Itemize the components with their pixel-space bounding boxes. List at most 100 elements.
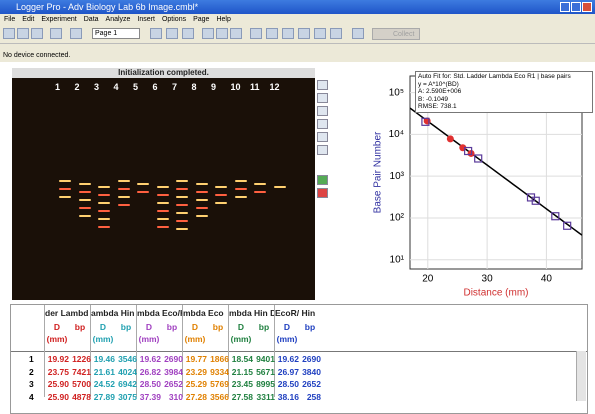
- column-rule: [44, 305, 45, 397]
- unit-header: bp: [74, 322, 86, 332]
- table-cell: 18.54: [231, 354, 253, 364]
- table-cell: 5769: [210, 379, 229, 389]
- table-cell: 24.52: [93, 379, 115, 389]
- table-cell: 258: [306, 391, 321, 402]
- gel-band: [78, 199, 91, 201]
- lane-number: 5: [133, 82, 139, 92]
- menu-item[interactable]: Insert: [137, 16, 155, 23]
- table-cell: 2690: [164, 354, 183, 364]
- menu-item[interactable]: Data: [83, 16, 99, 23]
- lane-number: 9: [211, 82, 217, 92]
- y-axis-label: Base Pair Number: [373, 131, 384, 213]
- annotation-line: RMSE: 738.1: [418, 103, 457, 110]
- annotation-line: B: -0.1049: [418, 95, 448, 103]
- lane-number: 7: [172, 82, 178, 92]
- gel-band: [156, 194, 169, 196]
- annotation-line: A: 2.590E+006: [418, 88, 462, 95]
- gel-band: [98, 218, 110, 220]
- table-cell: 19.77: [185, 354, 207, 364]
- unit-header: D: [99, 322, 107, 332]
- column-rule: [228, 305, 229, 397]
- table-cell: 26.97: [277, 366, 299, 377]
- table-cell: 4878: [72, 391, 91, 402]
- header-rule: [11, 351, 587, 352]
- gel-band: [254, 183, 266, 185]
- table-cell: 25.90: [47, 391, 69, 402]
- fit-line: [410, 107, 582, 236]
- table-cell: 8995: [256, 379, 275, 389]
- gel-band: [215, 194, 227, 196]
- x-axis-label: Distance (mm): [463, 288, 528, 299]
- table-cell: 2652: [164, 379, 183, 389]
- menu-item[interactable]: Help: [216, 16, 231, 23]
- gel-band: [176, 180, 188, 182]
- gel-band: [59, 196, 71, 198]
- unit-header: (mm): [184, 334, 206, 344]
- gel-band: [176, 196, 188, 198]
- gel-band: [117, 188, 130, 190]
- x-tick-label: 40: [541, 274, 553, 285]
- gel-band: [156, 210, 169, 212]
- table-cell: 28.50: [277, 379, 299, 389]
- gel-band: [215, 202, 227, 204]
- column-header: mbda Eco/H: [137, 308, 183, 318]
- unit-header: bp: [258, 322, 270, 332]
- gel-band: [234, 180, 247, 182]
- unit-header: D: [191, 322, 199, 332]
- y-tick-label: 10¹: [390, 254, 405, 265]
- gel-band: [98, 210, 110, 212]
- window-controls[interactable]: [560, 2, 592, 12]
- annotation-line: Auto Fit for: Std. Ladder Lambda Eco R1 …: [418, 73, 571, 80]
- gel-band: [273, 186, 286, 188]
- menu-item[interactable]: File: [4, 16, 16, 23]
- gel-band: [176, 228, 188, 230]
- gel-band: [195, 199, 208, 201]
- table-cell: 19.62: [139, 354, 161, 364]
- unit-header: (mm): [138, 334, 160, 344]
- row-index: 2: [29, 366, 34, 377]
- gel-band: [176, 220, 188, 222]
- gel-band: [176, 212, 188, 214]
- collect-button[interactable]: Collect: [372, 28, 420, 40]
- gel-band: [195, 191, 208, 193]
- menu-item[interactable]: Experiment: [41, 16, 77, 23]
- gel-band: [117, 196, 130, 198]
- row-index: 4: [29, 391, 34, 402]
- x-tick-label: 20: [422, 274, 434, 285]
- gel-band: [59, 180, 71, 182]
- gel-band: [156, 202, 169, 204]
- unit-header: D: [283, 322, 291, 332]
- table-cell: 9401: [256, 354, 275, 364]
- gel-band: [117, 180, 130, 182]
- menu-item[interactable]: Edit: [22, 16, 35, 23]
- gel-band: [117, 204, 130, 206]
- gel-band: [234, 188, 247, 190]
- menu-item[interactable]: Analyze: [105, 16, 131, 23]
- unit-header: bp: [304, 322, 316, 332]
- unit-header: bp: [120, 322, 132, 332]
- gel-band: [176, 188, 188, 190]
- gel-band: [234, 196, 247, 198]
- gel-band: [137, 191, 149, 193]
- y-tick-label: 10³: [390, 171, 405, 182]
- table-cell: 19.62: [277, 354, 299, 364]
- gel-image: [12, 68, 315, 300]
- gel-band: [195, 207, 208, 209]
- lane-number: 8: [191, 82, 197, 92]
- gel-band: [78, 183, 91, 185]
- table-cell: 38.16: [277, 391, 299, 402]
- table-cell: 1226: [72, 354, 91, 364]
- column-header: ambda Hin: [91, 308, 135, 318]
- table-cell: 2652: [302, 379, 321, 389]
- unit-header: (mm): [230, 334, 252, 344]
- data-point: [446, 135, 454, 143]
- image-caption: Initialization completed.: [12, 68, 315, 78]
- gel-band: [98, 186, 110, 188]
- menu-item[interactable]: Page: [193, 16, 210, 23]
- scrollbar[interactable]: [576, 351, 586, 401]
- unit-header: bp: [212, 322, 224, 332]
- page-selector[interactable]: Page 1: [92, 28, 140, 39]
- table-cell: 4024: [118, 366, 137, 377]
- menu-item[interactable]: Options: [161, 16, 187, 23]
- image-tools[interactable]: [317, 80, 329, 230]
